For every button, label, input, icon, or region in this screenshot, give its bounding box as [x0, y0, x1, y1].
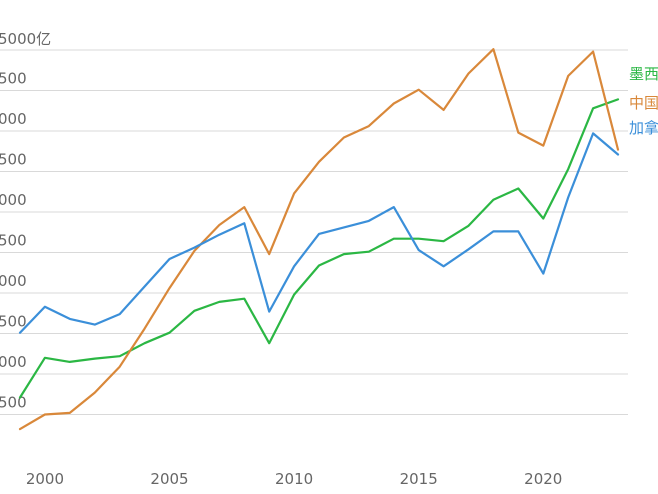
series-label: 中国: [629, 94, 658, 112]
y-tick-label: 5000亿: [0, 30, 51, 48]
y-tick-label: 000: [0, 353, 27, 371]
series-line: [18, 132, 620, 334]
y-tick-label: 500: [0, 151, 27, 169]
y-tick-label: 000: [0, 191, 27, 209]
series-line: [18, 98, 620, 399]
y-tick-label: 500: [0, 70, 27, 88]
series-label: 加拿大: [629, 119, 658, 137]
x-tick-label: 2000: [26, 470, 64, 488]
y-tick-label: 500: [0, 313, 27, 331]
x-tick-label: 2010: [275, 470, 313, 488]
y-gridlines: [0, 49, 628, 415]
x-tick-label: 2015: [400, 470, 438, 488]
series-end-labels: 墨西哥中国加拿大: [629, 65, 658, 137]
x-tick-label: 2005: [150, 470, 188, 488]
x-tick-label: 2020: [524, 470, 562, 488]
y-tick-label: 000: [0, 272, 27, 290]
series-label: 墨西哥: [629, 65, 658, 83]
series-line: [18, 48, 620, 431]
y-tick-labels: 500 000 500 000 500 000 500 000 500 5000亿: [0, 30, 51, 412]
y-tick-label: 500: [0, 232, 27, 250]
x-tick-labels: 2000 2005 2010 2015 2020: [26, 470, 563, 488]
y-tick-label: 000: [0, 110, 27, 128]
y-tick-label: 500: [0, 394, 27, 412]
series-lines: [18, 48, 620, 431]
